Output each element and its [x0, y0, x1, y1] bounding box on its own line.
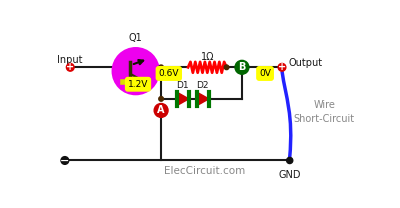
- Text: Wire
Short-Circuit: Wire Short-Circuit: [294, 100, 355, 124]
- Text: +: +: [278, 62, 286, 72]
- Text: +: +: [66, 62, 74, 72]
- Text: A: A: [157, 105, 165, 115]
- Circle shape: [66, 63, 74, 71]
- Circle shape: [113, 48, 159, 94]
- Circle shape: [159, 97, 164, 101]
- Text: ElecCircuit.com: ElecCircuit.com: [164, 166, 246, 176]
- Circle shape: [61, 157, 69, 164]
- Text: B: B: [238, 62, 246, 72]
- Circle shape: [224, 65, 229, 70]
- Text: Input: Input: [57, 55, 83, 65]
- Text: −: −: [60, 156, 70, 166]
- Polygon shape: [196, 92, 209, 106]
- Text: D1: D1: [176, 81, 189, 90]
- Text: 1Ω: 1Ω: [200, 52, 214, 62]
- Text: 0.6V: 0.6V: [158, 69, 179, 78]
- Circle shape: [278, 63, 286, 71]
- Circle shape: [159, 65, 164, 70]
- Circle shape: [235, 60, 249, 74]
- Text: GND: GND: [278, 170, 301, 180]
- Circle shape: [154, 104, 168, 117]
- Circle shape: [287, 157, 293, 163]
- Text: Output: Output: [288, 58, 322, 68]
- Text: 0V: 0V: [259, 69, 271, 78]
- Text: 1.2V: 1.2V: [128, 80, 148, 89]
- Text: Q1: Q1: [129, 33, 142, 43]
- Polygon shape: [176, 92, 189, 106]
- Text: D2: D2: [196, 81, 209, 90]
